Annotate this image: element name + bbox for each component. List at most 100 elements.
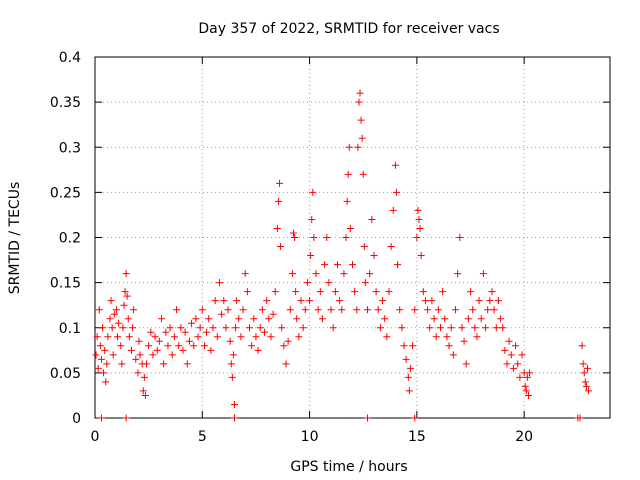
data-point xyxy=(426,324,434,332)
data-point xyxy=(166,324,174,332)
data-point xyxy=(492,324,500,332)
data-point xyxy=(303,279,311,287)
data-point xyxy=(123,292,131,300)
y-tick-label: 0 xyxy=(72,411,81,427)
data-point xyxy=(439,288,447,296)
data-point xyxy=(185,337,193,345)
data-point xyxy=(237,333,245,341)
data-point xyxy=(329,324,337,332)
data-point xyxy=(343,197,351,205)
data-point xyxy=(250,315,258,323)
data-point xyxy=(325,279,333,287)
y-axis-label: SRMTID / TECUs xyxy=(7,182,23,295)
data-point xyxy=(158,315,166,323)
x-tick-label: 10 xyxy=(301,429,319,445)
data-point xyxy=(254,346,262,354)
data-point xyxy=(108,324,116,332)
data-point xyxy=(458,324,466,332)
data-point xyxy=(269,310,277,318)
data-point xyxy=(359,170,367,178)
data-point xyxy=(417,252,425,260)
data-point xyxy=(389,206,397,214)
data-point xyxy=(151,333,159,341)
data-point xyxy=(436,324,444,332)
data-point xyxy=(252,333,260,341)
data-point xyxy=(246,324,253,332)
data-point xyxy=(213,333,221,341)
data-point xyxy=(469,306,477,314)
x-axis-label: GPS time / hours xyxy=(290,459,407,475)
data-point xyxy=(103,360,111,368)
data-point xyxy=(512,342,520,350)
data-point xyxy=(291,234,299,241)
data-point xyxy=(97,414,105,422)
y-axis-ticks: 0 0.05 0.1 0.15 0.2 0.25 0.3 0.35 0.4 xyxy=(50,50,610,427)
data-point xyxy=(273,224,281,232)
data-point xyxy=(276,179,284,187)
data-point xyxy=(130,306,138,314)
data-point xyxy=(301,306,309,314)
data-point xyxy=(413,234,421,241)
data-point xyxy=(353,306,361,314)
data-point xyxy=(518,351,526,359)
data-point xyxy=(132,355,140,363)
data-point xyxy=(312,270,320,278)
data-point xyxy=(224,306,232,314)
data-point xyxy=(96,342,104,350)
data-point xyxy=(129,324,137,332)
data-point xyxy=(376,324,384,332)
data-point xyxy=(143,360,150,368)
data-point xyxy=(488,288,496,296)
data-point xyxy=(507,351,515,359)
data-point xyxy=(355,98,363,106)
data-point xyxy=(175,342,183,350)
data-point xyxy=(394,261,402,269)
data-point xyxy=(256,324,264,332)
data-point xyxy=(333,261,341,269)
data-point xyxy=(284,337,292,345)
data-point xyxy=(379,297,387,305)
data-point xyxy=(356,89,364,97)
y-tick-label: 0.3 xyxy=(59,140,81,156)
data-point xyxy=(497,315,505,323)
data-point xyxy=(92,351,100,359)
data-point xyxy=(127,346,135,354)
data-point xyxy=(109,351,117,359)
data-point xyxy=(162,328,170,336)
data-point xyxy=(327,306,335,314)
data-point xyxy=(295,333,303,341)
data-point xyxy=(360,243,368,251)
data-point xyxy=(434,306,442,314)
data-point xyxy=(344,170,352,178)
data-point xyxy=(336,297,344,305)
data-point xyxy=(134,369,142,377)
data-point xyxy=(428,297,436,305)
x-tick-label: 5 xyxy=(198,429,207,445)
data-point xyxy=(331,288,339,296)
data-point xyxy=(100,369,108,377)
data-point xyxy=(421,297,429,305)
data-point xyxy=(277,243,285,251)
chart-title: Day 357 of 2022, SRMTID for receiver vac… xyxy=(198,21,499,37)
y-tick-label: 0.05 xyxy=(50,366,81,382)
data-point xyxy=(153,346,161,354)
data-point xyxy=(194,333,202,341)
data-point xyxy=(282,360,290,368)
data-point xyxy=(374,306,382,314)
data-point xyxy=(585,387,593,395)
data-point xyxy=(486,297,494,305)
data-point xyxy=(280,342,288,350)
data-point xyxy=(499,324,507,332)
data-point xyxy=(114,333,122,341)
data-point xyxy=(464,315,472,323)
data-point xyxy=(456,234,464,241)
data-point xyxy=(402,355,410,363)
data-point xyxy=(581,378,589,386)
y-tick-label: 0.35 xyxy=(50,95,81,111)
data-point xyxy=(149,351,157,359)
data-point xyxy=(135,337,143,345)
data-point xyxy=(198,306,206,314)
data-point xyxy=(229,351,237,359)
data-point xyxy=(381,315,389,323)
data-point xyxy=(190,342,198,350)
